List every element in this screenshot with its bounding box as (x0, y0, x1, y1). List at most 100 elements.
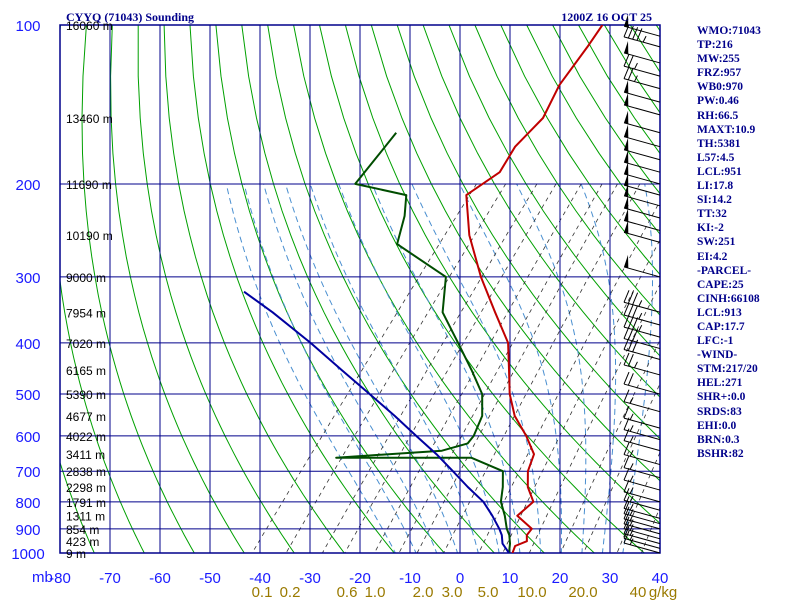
height-label: 7020 m (66, 337, 106, 351)
wind-barb (623, 290, 661, 313)
wind-barb (623, 530, 661, 554)
wind-barb-half (629, 509, 634, 516)
wind-barb-half (629, 524, 634, 531)
wind-barb-staff (623, 518, 661, 530)
pressure-tick-label: 400 (15, 336, 40, 353)
mixing-ratio-line (285, 183, 507, 553)
wind-barb (623, 501, 661, 525)
wind-barb-staff (623, 507, 661, 519)
wind-barb-full (623, 455, 630, 468)
wind-barb (623, 254, 661, 278)
mixing-ratio-line (416, 183, 618, 553)
wind-barb-staff (623, 314, 661, 326)
pressure-tick-label: 900 (15, 522, 40, 539)
wind-barb-full (632, 292, 639, 305)
sounding-trace (465, 25, 604, 553)
sounding-trace (335, 132, 511, 553)
wind-barb (623, 302, 661, 326)
sounding-index: WMO:71043 (697, 25, 761, 37)
wind-barb-pennant (624, 124, 629, 138)
wind-barb-full (623, 389, 630, 402)
sounding-index: LCL:951 (697, 165, 742, 178)
wind-barb-staff (623, 417, 661, 429)
moist-adiabat (243, 183, 417, 553)
plot-frame (59, 24, 661, 554)
wind-barb-full (623, 314, 630, 328)
mixing-ratio-line (344, 183, 557, 553)
wind-barb-staff (623, 523, 661, 535)
wind-barb (623, 442, 661, 466)
sounding-index: PW:0.46 (697, 95, 739, 108)
dry-adiabat (344, 25, 660, 525)
dry-adiabat (552, 25, 660, 195)
wind-barbs (623, 14, 661, 554)
wind-barb-pennant (624, 150, 629, 164)
pressure-tick-label: 600 (15, 429, 40, 446)
wind-barb-staff (623, 36, 661, 48)
height-label: 4677 m (66, 410, 106, 424)
dry-adiabat (422, 25, 660, 398)
wind-barb-full (632, 27, 639, 40)
wind-barb-half (629, 529, 634, 536)
wind-barb-staff (623, 537, 661, 549)
wind-barb (623, 506, 661, 530)
wind-barb-staff (623, 542, 661, 554)
wind-barb-staff (623, 91, 661, 103)
wind-barb-full (627, 67, 634, 81)
wind-barb-staff (623, 195, 661, 207)
wind-barb-staff (623, 219, 661, 231)
wind-barb-staff (623, 52, 661, 64)
wind-barb (623, 511, 661, 535)
mixing-ratio-line (251, 183, 477, 553)
wind-barb-full (623, 352, 630, 366)
sounding-index: TP:216 (697, 39, 733, 52)
wind-barb-half (629, 487, 634, 494)
sounding-trace (243, 290, 510, 553)
temperature-tick-label: -10 (399, 570, 421, 587)
sounding-index: HEL:271 (697, 377, 743, 390)
wind-barb-full (632, 339, 639, 353)
wind-barb-full (627, 373, 634, 386)
wind-barb-pennant (624, 137, 629, 151)
wind-barb (623, 220, 661, 243)
wind-barb-pennant (624, 220, 629, 234)
moist-adiabat (371, 183, 521, 553)
wind-barb-full (623, 506, 630, 520)
wind-barb-half (629, 495, 634, 503)
wind-barb-staff (623, 533, 661, 545)
wind-barb (623, 479, 661, 503)
wind-barb-full (623, 442, 630, 455)
wind-barb-staff (623, 184, 661, 196)
wind-barb-staff (623, 499, 661, 511)
wind-barb-pennant (624, 208, 629, 222)
height-label: 9 m (66, 547, 86, 561)
mixing-ratio-line (528, 283, 660, 553)
dry-adiabat (500, 25, 660, 276)
temperature-tick-label: -20 (349, 570, 371, 587)
wind-barb-full (627, 304, 634, 317)
mixing-ratio-label: 10.0 (517, 584, 546, 600)
wind-barb (623, 371, 661, 395)
wind-barb-full (636, 28, 643, 41)
wind-barb-pennant (624, 195, 629, 210)
height-label: 1791 m (66, 496, 106, 510)
dry-adiabat (81, 25, 195, 553)
temperature-tick-label: -40 (249, 570, 271, 587)
sounding-index: -PARCEL- (697, 264, 752, 277)
wind-barb-half (629, 397, 634, 404)
wind-barb (623, 337, 661, 360)
temperature-tick-label: 10 (502, 570, 519, 587)
wind-barb-full (623, 526, 630, 539)
wind-barb (623, 488, 661, 511)
temperature-tick-label: 30 (602, 570, 619, 587)
sounding-index: MAXT:10.9 (697, 123, 756, 136)
wind-barb-full (627, 353, 634, 367)
wind-barb-full (623, 479, 630, 493)
dry-adiabat (760, 25, 800, 564)
wind-barb-staff (623, 149, 661, 161)
mixing-ratio-label: 40 (630, 584, 647, 600)
pressure-tick-label: 200 (15, 177, 40, 194)
wind-barb-half (633, 75, 638, 82)
wind-barb-staff (623, 78, 661, 90)
